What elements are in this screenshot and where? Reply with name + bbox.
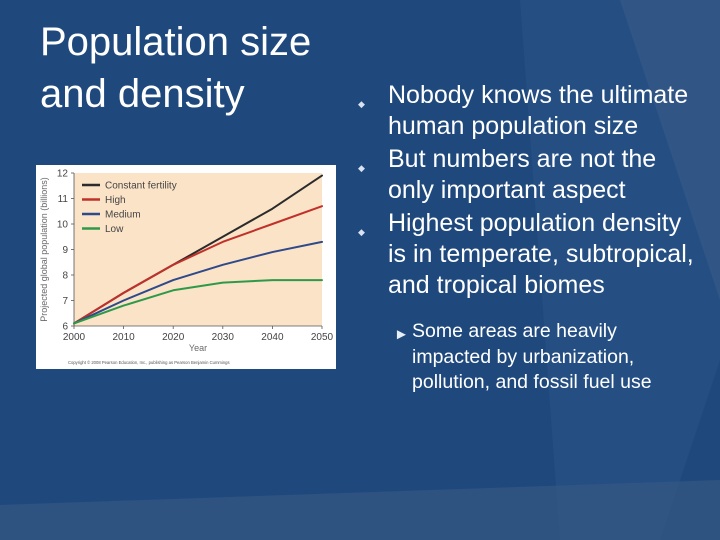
bullet-dot-icon: ◆	[358, 163, 365, 173]
y-tick-label: 9	[62, 245, 68, 256]
bullet-item: ◆ Highest population density is in tempe…	[358, 208, 698, 301]
x-tick-label: 2030	[212, 332, 235, 343]
series-line	[73, 205, 323, 325]
y-tick-label: 11	[58, 194, 69, 205]
sub-bullet-text: Some areas are heavily impacted by urban…	[412, 320, 652, 393]
bg-facet-bottom	[0, 480, 720, 540]
population-chart: 6 7 8 9 10 11 12 2000 2010 2020 2030 2040 2050 Year Pr…	[36, 165, 336, 369]
x-tick-label: 2020	[162, 332, 185, 343]
y-tick-label: 7	[62, 296, 68, 307]
y-axis-title: Projected global population (billions)	[39, 177, 49, 322]
y-tick-label: 8	[62, 271, 68, 282]
sub-bullet-item: ► Some areas are heavily impacted by urb…	[394, 319, 698, 396]
slide-title-line2: and density	[40, 72, 245, 116]
x-tick-label: 2010	[112, 332, 135, 343]
bullet-list: ◆ Nobody knows the ultimate human popula…	[358, 80, 698, 396]
bullet-item: ◆ Nobody knows the ultimate human popula…	[358, 80, 698, 142]
slide-title-line1: Population size	[40, 20, 312, 64]
legend-label: Constant fertility	[105, 181, 177, 192]
x-tick-label: 2040	[261, 332, 284, 343]
x-tick-label: 2050	[311, 332, 334, 343]
legend-label: High	[105, 195, 126, 206]
series-line	[73, 240, 323, 325]
bullet-text: Nobody knows the ultimate human populati…	[388, 81, 689, 140]
y-tick-label: 10	[57, 220, 69, 231]
series-line	[73, 279, 323, 325]
copyright-note: Copyright © 2008 Pearson Education, Inc.…	[68, 360, 230, 365]
slide-title: Population size and density	[40, 16, 370, 120]
sub-bullet-arrow-icon: ►	[394, 326, 409, 343]
bullet-item: ◆ But numbers are not the only important…	[358, 144, 698, 206]
legend-label: Medium	[105, 210, 141, 221]
legend-label: Low	[105, 224, 124, 235]
x-axis-title: Year	[189, 343, 207, 353]
bullet-dot-icon: ◆	[358, 99, 365, 109]
chart-svg: 6 7 8 9 10 11 12 2000 2010 2020 2030 2040 2050 Year Pr…	[39, 169, 334, 366]
bullet-text: But numbers are not the only important a…	[388, 145, 657, 204]
y-tick-label: 12	[57, 169, 69, 180]
y-tick-label: 6	[62, 322, 68, 333]
bullet-text: Highest population density is in tempera…	[388, 209, 694, 299]
bullet-dot-icon: ◆	[358, 227, 365, 237]
x-tick-label: 2000	[63, 332, 86, 343]
bg-facet-corner	[620, 0, 720, 300]
